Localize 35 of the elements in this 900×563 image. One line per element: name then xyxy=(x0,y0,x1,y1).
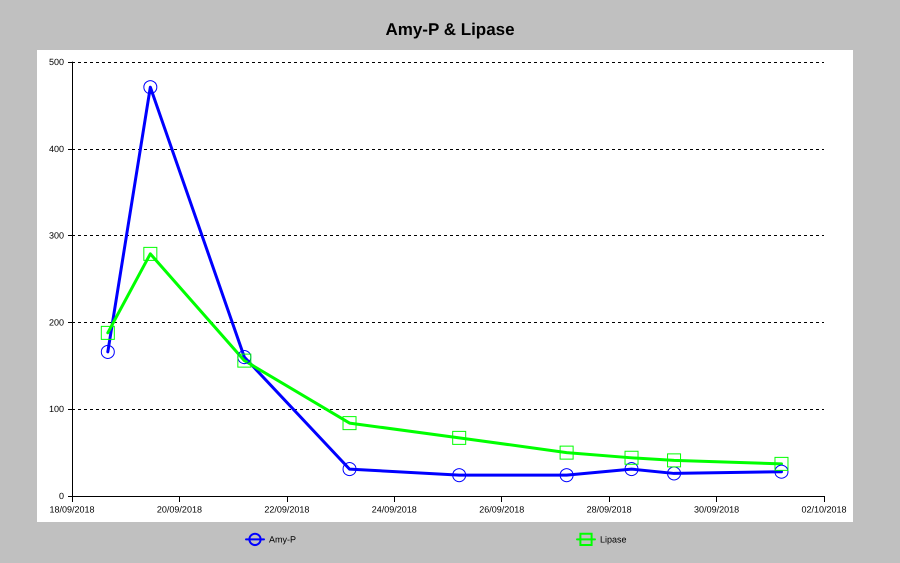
point xyxy=(342,462,357,476)
x-tick-label: 22/09/2018 xyxy=(264,504,310,514)
point xyxy=(237,350,252,364)
point xyxy=(774,464,788,479)
x-tick-label: 24/09/2018 xyxy=(372,504,417,514)
point xyxy=(100,326,115,340)
y-tick-label: 400 xyxy=(48,144,64,154)
legend-label: Lipase xyxy=(600,534,627,544)
point xyxy=(774,456,788,471)
y-tick-label: 200 xyxy=(48,317,64,328)
legend-label: Amy-P xyxy=(269,534,296,544)
x-tick-label: 26/09/2018 xyxy=(479,504,524,514)
point xyxy=(342,416,357,430)
point xyxy=(100,344,115,359)
point xyxy=(237,354,252,368)
y-tick-label: 0 xyxy=(58,491,64,501)
point xyxy=(624,450,639,465)
x-tick-label: 28/09/2018 xyxy=(586,504,632,514)
point xyxy=(667,466,682,480)
point xyxy=(452,430,466,445)
y-tick-label: 300 xyxy=(48,230,64,241)
x-tick-label: 02/10/2018 xyxy=(801,504,847,514)
point xyxy=(624,462,639,476)
point xyxy=(143,246,158,261)
chart-title: Amy-P & Lipase xyxy=(385,20,515,39)
x-tick-label: 18/09/2018 xyxy=(49,504,95,514)
point xyxy=(143,80,158,94)
point xyxy=(452,468,466,482)
y-tick-label: 100 xyxy=(48,404,64,414)
point xyxy=(560,468,574,482)
x-tick-label: 30/09/2018 xyxy=(694,504,740,514)
y-tick-label: 500 xyxy=(48,57,64,67)
x-tick-label: 20/09/2018 xyxy=(156,504,202,514)
point xyxy=(667,453,682,468)
point xyxy=(560,446,574,460)
